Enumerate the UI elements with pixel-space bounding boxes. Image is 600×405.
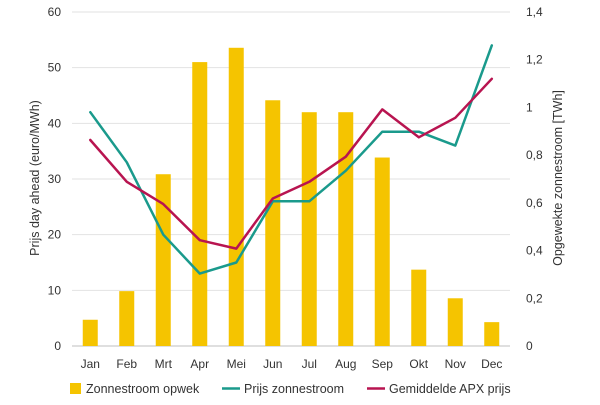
y-right-tick-label: 0,6 bbox=[526, 196, 543, 210]
y-right-tick-label: 0 bbox=[526, 339, 533, 353]
y-right-tick-label: 1,4 bbox=[526, 5, 543, 19]
legend: Zonnestroom opwek Prijs zonnestroom Gemi… bbox=[70, 382, 511, 396]
bar bbox=[447, 298, 463, 346]
x-tick-label: Jun bbox=[263, 357, 282, 371]
legend-swatch-bar bbox=[70, 383, 81, 394]
y-left-tick-label: 0 bbox=[54, 339, 61, 353]
bar bbox=[155, 174, 171, 346]
legend-label-prijs-zonnestroom: Prijs zonnestroom bbox=[244, 382, 344, 396]
x-tick-label: Nov bbox=[445, 357, 466, 371]
left-axis-ticks: 0 10 20 30 40 50 60 bbox=[48, 5, 62, 353]
y-left-tick-label: 60 bbox=[48, 5, 62, 19]
price-lines bbox=[89, 44, 494, 275]
x-tick-label: Sep bbox=[372, 357, 394, 371]
y-right-tick-label: 0,2 bbox=[526, 291, 543, 305]
x-tick-label: Apr bbox=[190, 357, 209, 371]
gridlines bbox=[72, 11, 510, 347]
bar bbox=[301, 112, 317, 346]
y-right-axis-title: Opgewekte zonnestroom [TWh] bbox=[551, 90, 565, 266]
bars-zonnestroom-opwek bbox=[82, 47, 500, 347]
legend-label-gemiddelde-apx-prijs: Gemiddelde APX prijs bbox=[389, 382, 511, 396]
x-tick-label: Mei bbox=[227, 357, 246, 371]
y-right-tick-label: 1,2 bbox=[526, 53, 543, 67]
y-right-tick-label: 0,8 bbox=[526, 148, 543, 162]
x-tick-label: Jan bbox=[81, 357, 100, 371]
bar bbox=[265, 100, 281, 347]
bar bbox=[192, 62, 208, 346]
bar bbox=[484, 322, 500, 346]
right-axis-ticks: 0 0,2 0,4 0,6 0,8 1 1,2 1,4 bbox=[526, 5, 543, 353]
bar bbox=[374, 157, 390, 346]
y-left-tick-label: 50 bbox=[48, 61, 62, 75]
x-tick-label: Okt bbox=[409, 357, 428, 371]
bar bbox=[82, 319, 98, 346]
legend-item-gemiddelde-apx-prijs: Gemiddelde APX prijs bbox=[367, 382, 511, 396]
bar bbox=[411, 269, 427, 346]
x-tick-label: Jul bbox=[302, 357, 317, 371]
series-line bbox=[89, 77, 494, 250]
x-tick-label: Feb bbox=[116, 357, 137, 371]
x-tick-label: Mrt bbox=[155, 357, 173, 371]
y-left-axis-title: Prijs day ahead (euro/MWh) bbox=[28, 100, 42, 256]
y-right-tick-label: 1 bbox=[526, 100, 533, 114]
legend-item-zonnestroom-opwek: Zonnestroom opwek bbox=[70, 382, 200, 396]
legend-label-zonnestroom-opwek: Zonnestroom opwek bbox=[86, 382, 200, 396]
y-right-tick-label: 0,4 bbox=[526, 244, 543, 258]
x-tick-label: Dec bbox=[481, 357, 502, 371]
bar bbox=[119, 291, 135, 346]
series-line bbox=[89, 44, 494, 275]
x-axis-ticks: Jan Feb Mrt Apr Mei Jun Jul Aug Sep Okt Nov Dec bbox=[81, 357, 503, 371]
y-left-tick-label: 20 bbox=[48, 228, 62, 242]
y-left-tick-label: 30 bbox=[48, 172, 62, 186]
x-tick-label: Aug bbox=[335, 357, 356, 371]
legend-item-prijs-zonnestroom: Prijs zonnestroom bbox=[222, 382, 344, 396]
bar bbox=[338, 112, 354, 346]
bar bbox=[228, 47, 244, 347]
y-left-tick-label: 10 bbox=[48, 283, 62, 297]
y-left-tick-label: 40 bbox=[48, 116, 62, 130]
